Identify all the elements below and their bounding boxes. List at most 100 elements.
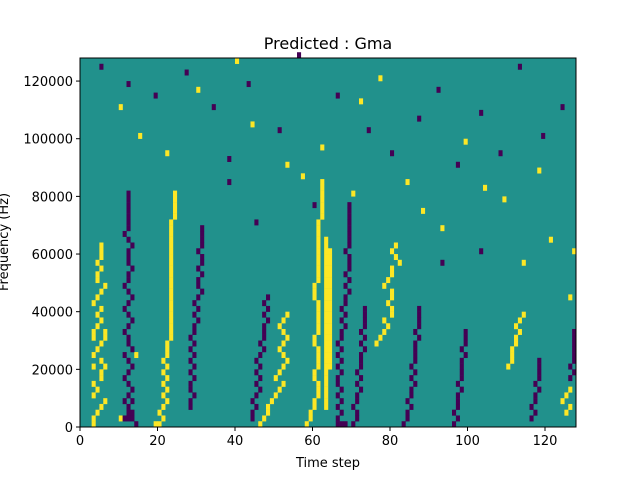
heatmap-cell-low — [343, 248, 348, 255]
heatmap-cell-low — [568, 375, 573, 382]
heatmap-cell-high — [99, 317, 104, 324]
heatmap-cell-low — [258, 375, 263, 382]
heatmap-cell-high — [312, 403, 317, 410]
heatmap-cell-low — [572, 334, 577, 341]
x-tick-label: 100 — [455, 434, 480, 449]
heatmap-cell-high — [521, 259, 526, 266]
heatmap-cell-low — [339, 328, 344, 335]
heatmap-cell-high — [548, 236, 553, 243]
heatmap-cell-high — [316, 300, 321, 307]
heatmap-cell-high — [95, 294, 100, 301]
heatmap-cell-high — [91, 334, 96, 341]
heatmap-cell-low — [122, 375, 127, 382]
heatmap-cell-low — [560, 104, 565, 111]
heatmap-cell-high — [312, 340, 317, 347]
heatmap-cell-low — [409, 403, 414, 410]
heatmap-cell-high — [316, 363, 321, 370]
heatmap-cell-high — [95, 346, 100, 353]
heatmap-cell-high — [324, 242, 329, 249]
heatmap-cell-low — [362, 334, 367, 341]
heatmap-cell-high — [510, 346, 515, 353]
y-tick-label: 100000 — [23, 133, 73, 148]
heatmap-cell-low — [343, 421, 348, 428]
heatmap-cell-low — [529, 403, 534, 410]
heatmap-cell-low — [417, 317, 422, 324]
heatmap-cell-high — [324, 294, 329, 301]
heatmap-cell-high — [91, 300, 96, 307]
heatmap-cell-low — [335, 403, 340, 410]
heatmap-cell-low — [200, 271, 205, 278]
heatmap-cell-low — [417, 323, 422, 330]
heatmap-cell-low — [405, 415, 410, 422]
heatmap-cell-low — [359, 352, 364, 359]
heatmap-cell-high — [316, 352, 321, 359]
heatmap-cell-low — [347, 230, 352, 237]
heatmap-cell-high — [324, 346, 329, 353]
heatmap-cell-low — [335, 421, 340, 428]
heatmap-cell-high — [165, 375, 170, 382]
heatmap-cell-high — [316, 248, 321, 255]
heatmap-cell-high — [328, 294, 333, 301]
heatmap-cell-high — [281, 363, 286, 370]
heatmap-cell-low — [413, 380, 418, 387]
heatmap-cell-low — [188, 369, 193, 376]
heatmap-cell-high — [99, 340, 104, 347]
heatmap-cell-low — [211, 104, 216, 111]
heatmap-cell-high — [328, 323, 333, 330]
heatmap-cell-low — [463, 352, 468, 359]
heatmap-cell-low — [266, 294, 271, 301]
heatmap-cell-low — [452, 409, 457, 416]
heatmap-cell-low — [200, 242, 205, 249]
heatmap-cell-low — [343, 311, 348, 318]
heatmap-cell-low — [440, 259, 445, 266]
heatmap-cell-high — [169, 271, 174, 278]
heatmap-cell-low — [362, 346, 367, 353]
heatmap-cell-low — [258, 340, 263, 347]
heatmap-cell-low — [417, 305, 422, 312]
heatmap-cell-low — [452, 421, 457, 428]
heatmap-cell-low — [188, 403, 193, 410]
heatmap-cell-high — [99, 357, 104, 364]
heatmap-cell-high — [103, 363, 108, 370]
heatmap-cell-low — [99, 63, 104, 70]
heatmap-cell-high — [161, 403, 166, 410]
heatmap-cell-high — [285, 161, 290, 168]
heatmap-cell-low — [122, 282, 127, 289]
heatmap-cell-high — [99, 369, 104, 376]
heatmap-cell-high — [316, 392, 321, 399]
heatmap-cell-high — [382, 282, 387, 289]
heatmap-cell-low — [405, 398, 410, 405]
heatmap-cell-high — [95, 409, 100, 416]
heatmap-cell-high — [169, 236, 174, 243]
heatmap-cell-high — [118, 415, 123, 422]
heatmap-cell-high — [324, 323, 329, 330]
heatmap-cell-low — [339, 317, 344, 324]
heatmap-cell-low — [126, 340, 131, 347]
heatmap-cell-low — [126, 334, 131, 341]
heatmap-cell-high — [95, 271, 100, 278]
heatmap-cell-low — [200, 254, 205, 260]
heatmap-cell-low — [126, 219, 131, 226]
heatmap-cell-low — [463, 340, 468, 347]
heatmap-cell-high — [568, 403, 573, 410]
heatmap-cell-low — [192, 392, 197, 399]
heatmap-cell-high — [390, 294, 395, 301]
heatmap-cell-low — [347, 213, 352, 220]
heatmap-cell-low — [196, 317, 201, 324]
heatmap-cell-high — [134, 352, 139, 359]
heatmap-cell-low — [122, 398, 127, 405]
heatmap-cell-low — [126, 207, 131, 214]
heatmap-cell-low — [130, 398, 135, 405]
heatmap-cell-low — [266, 317, 271, 324]
heatmap-cell-low — [122, 230, 127, 237]
heatmap-cell-low — [200, 230, 205, 237]
heatmap-cell-low — [405, 409, 410, 416]
heatmap-cell-low — [459, 363, 464, 370]
heatmap-cell-high — [328, 271, 333, 278]
heatmap-cell-high — [502, 196, 507, 203]
heatmap-cell-high — [390, 305, 395, 312]
heatmap-cell-low — [335, 392, 340, 399]
heatmap-cell-low — [359, 375, 364, 382]
heatmap-cell-high — [281, 317, 286, 324]
heatmap-cell-high — [173, 213, 178, 220]
